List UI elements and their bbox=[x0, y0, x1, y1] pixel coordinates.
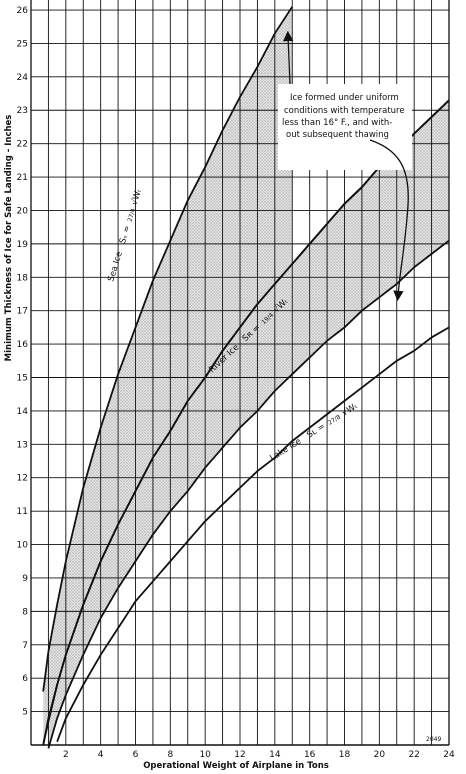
y-tick-label: 10 bbox=[17, 541, 29, 551]
y-tick-label: 16 bbox=[17, 340, 29, 350]
y-tick-label: 8 bbox=[22, 607, 28, 617]
y-tick-label: 23 bbox=[17, 106, 28, 116]
x-tick-label: 14 bbox=[269, 750, 281, 760]
y-tick-label: 22 bbox=[17, 140, 28, 150]
y-axis-title: Minimum Thickness of Ice for Safe Landin… bbox=[4, 115, 14, 362]
band-fill bbox=[48, 100, 450, 749]
x-tick-label: 20 bbox=[374, 750, 386, 760]
lake-ice-curve bbox=[56, 326, 450, 742]
y-tick-label: 21 bbox=[17, 173, 28, 183]
figure-number: 2049 bbox=[426, 736, 441, 743]
x-tick-label: 22 bbox=[408, 750, 419, 760]
y-tick-label: 7 bbox=[22, 641, 28, 651]
x-tick-label: 18 bbox=[339, 750, 351, 760]
x-tick-label: 12 bbox=[234, 750, 245, 760]
y-tick-label: 13 bbox=[17, 440, 28, 450]
y-tick-label: 6 bbox=[22, 674, 28, 684]
x-axis-ticks: 2 4 6 8 10 12 14 16 18 20 22 24 bbox=[63, 750, 455, 760]
y-axis-ticks: 5 6 7 8 9 10 11 12 13 14 15 16 17 18 19 20 21 22 23 24 25 26 bbox=[17, 6, 29, 718]
x-tick-label: 4 bbox=[98, 750, 104, 760]
annotation-line-1: Ice formed under uniform bbox=[290, 93, 399, 103]
annotation-arrow-down bbox=[369, 139, 409, 302]
y-tick-label: 19 bbox=[17, 240, 29, 250]
x-tick-label: 10 bbox=[199, 750, 211, 760]
y-tick-label: 12 bbox=[17, 474, 28, 484]
y-tick-label: 15 bbox=[17, 374, 28, 384]
y-tick-label: 11 bbox=[17, 507, 28, 517]
y-tick-label: 5 bbox=[22, 708, 28, 718]
annotation-line-3: less than 16° F., and with- bbox=[282, 118, 392, 128]
river-ice-lower-band-edge-curve bbox=[47, 239, 450, 749]
x-tick-label: 6 bbox=[133, 750, 139, 760]
shaded-bands bbox=[43, 6, 450, 749]
x-axis-title: Operational Weight of Airplane in Tons bbox=[143, 761, 329, 771]
y-tick-label: 17 bbox=[17, 307, 28, 317]
sea-ice-curve bbox=[42, 6, 294, 692]
y-tick-label: 25 bbox=[17, 39, 28, 49]
y-tick-label: 9 bbox=[22, 574, 28, 584]
x-tick-label: 24 bbox=[443, 750, 455, 760]
annotation-box bbox=[278, 84, 412, 170]
chart-grid bbox=[30, 0, 450, 746]
y-tick-label: 20 bbox=[17, 206, 29, 216]
svg-text:Sea Ice Sₛ = 27/4: Sea Ice Sₛ = 27/4 √Wₜ bbox=[106, 188, 144, 283]
annotation-arrow-up bbox=[283, 30, 294, 85]
sea-ice-label: Sea Ice Sₛ = 27/4 √Wₜ bbox=[106, 188, 144, 283]
x-tick-label: 16 bbox=[304, 750, 316, 760]
y-tick-label: 26 bbox=[17, 6, 29, 16]
y-tick-label: 18 bbox=[17, 273, 29, 283]
annotation-line-2: conditions with temperature bbox=[284, 106, 405, 116]
band-fill bbox=[43, 6, 293, 745]
y-tick-label: 14 bbox=[17, 407, 29, 417]
x-tick-label: 2 bbox=[63, 750, 69, 760]
curves bbox=[42, 6, 450, 749]
annotation-line-4: out subsequent thawing bbox=[286, 130, 389, 140]
river-ice-curve bbox=[42, 99, 450, 746]
x-tick-label: 8 bbox=[167, 750, 173, 760]
y-tick-label: 24 bbox=[17, 73, 29, 83]
